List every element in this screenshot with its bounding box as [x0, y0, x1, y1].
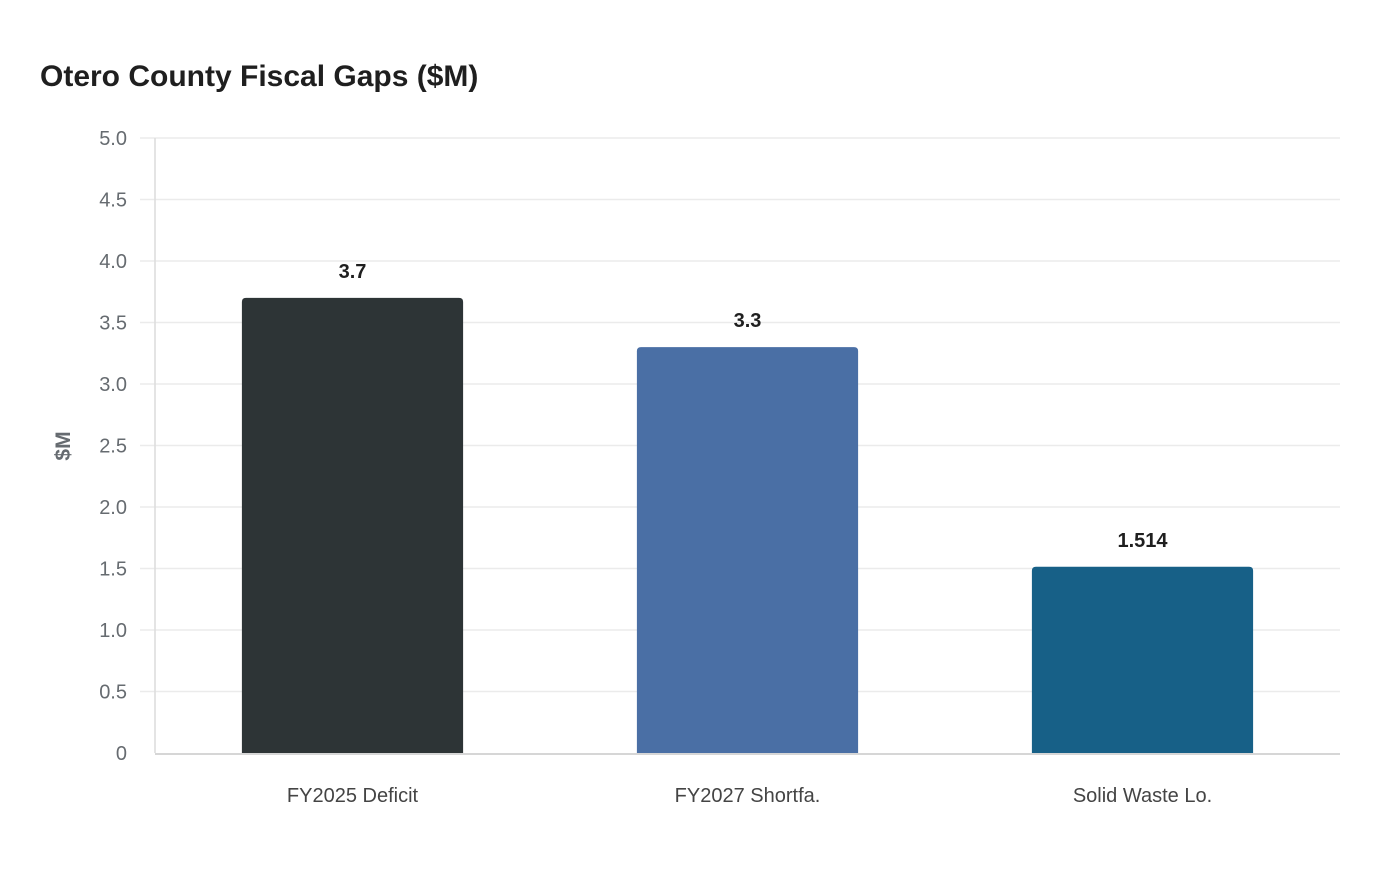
data-label: 1.514: [1117, 530, 1168, 552]
y-tick-label: 3.0: [99, 374, 127, 396]
y-tick-label: 4.5: [99, 190, 127, 212]
y-tick-label: 0: [116, 743, 127, 765]
x-tick-label: FY2027 Shortfa.: [675, 785, 821, 807]
bar: [241, 297, 464, 753]
y-axis-label: $M: [52, 431, 75, 460]
y-tick-label: 1.5: [99, 559, 127, 581]
y-tick-label: 2.5: [99, 436, 127, 458]
y-tick-label: 4.0: [99, 251, 127, 273]
y-tick-label: 1.0: [99, 620, 127, 642]
y-tick-label: 0.5: [99, 682, 127, 704]
bar: [1031, 566, 1254, 753]
bar: [636, 347, 859, 753]
y-tick-label: 5.0: [99, 128, 127, 150]
chart-title: Otero County Fiscal Gaps ($M): [40, 60, 479, 93]
y-tick-label: 2.0: [99, 497, 127, 519]
x-tick-label: Solid Waste Lo.: [1073, 785, 1212, 807]
data-label: 3.7: [339, 261, 367, 283]
data-label: 3.3: [734, 310, 762, 332]
y-tick-label: 3.5: [99, 313, 127, 335]
x-tick-label: FY2025 Deficit: [287, 785, 419, 807]
